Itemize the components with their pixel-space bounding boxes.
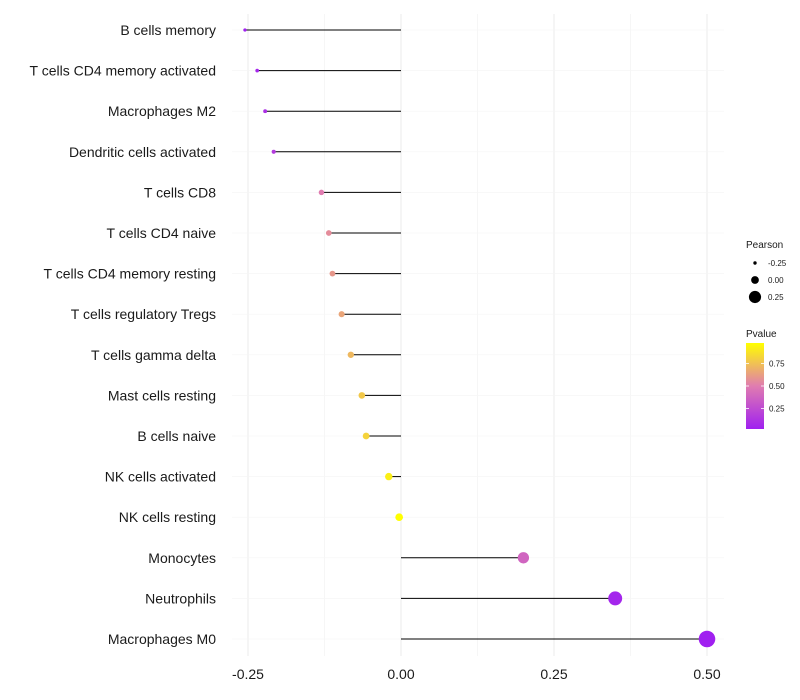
- y-tick-label: Monocytes: [148, 550, 216, 566]
- y-tick-label: T cells CD8: [144, 184, 216, 200]
- y-tick-label: Macrophages M2: [108, 103, 216, 119]
- point-2: [263, 109, 268, 114]
- y-tick-label: T cells CD4 naive: [107, 225, 217, 241]
- legend-colorbar: [746, 343, 764, 429]
- y-tick-label: Dendritic cells activated: [69, 144, 216, 160]
- legend-size-label: 0.25: [768, 293, 784, 302]
- x-tick-label: 0.00: [387, 666, 414, 682]
- point-4: [318, 189, 325, 196]
- point-9: [358, 392, 366, 399]
- point-7: [338, 311, 345, 318]
- legend-size-dot: [753, 261, 757, 265]
- point-14: [608, 591, 623, 606]
- point-10: [362, 432, 370, 440]
- y-tick-label: NK cells activated: [105, 469, 216, 485]
- y-tick-label: T cells regulatory Tregs: [71, 306, 216, 322]
- y-tick-label: T cells CD4 memory resting: [44, 266, 216, 282]
- y-tick-label: B cells memory: [120, 22, 216, 38]
- y-tick-label: T cells gamma delta: [91, 347, 216, 363]
- point-12: [395, 513, 404, 522]
- y-tick-label: NK cells resting: [119, 509, 216, 525]
- x-tick-label: 0.25: [540, 666, 567, 682]
- legend-color-title: Pvalue: [746, 329, 777, 340]
- point-11: [385, 472, 393, 481]
- y-tick-label: Neutrophils: [145, 590, 216, 606]
- legend-size-title: Pearson: [746, 240, 783, 251]
- point-8: [347, 351, 354, 358]
- point-3: [271, 149, 276, 154]
- legend-color-label: 0.25: [769, 404, 785, 413]
- y-tick-label: T cells CD4 memory activated: [30, 63, 216, 79]
- point-6: [329, 270, 336, 277]
- point-5: [325, 230, 332, 236]
- x-tick-label: 0.50: [693, 666, 720, 682]
- legend-size-label: 0.00: [768, 276, 784, 285]
- point-13: [517, 552, 530, 564]
- y-tick-label: B cells naive: [137, 428, 216, 444]
- legend-size-dot: [751, 276, 759, 284]
- y-tick-label: Macrophages M0: [108, 631, 216, 647]
- legend-size-dot: [748, 290, 762, 304]
- x-tick-label: -0.25: [232, 666, 264, 682]
- point-1: [255, 68, 259, 73]
- legend-color-label: 0.50: [769, 382, 785, 391]
- y-tick-label: Mast cells resting: [108, 387, 216, 403]
- point-15: [698, 630, 716, 648]
- legend-size-label: -0.25: [768, 259, 787, 268]
- legend-color-label: 0.75: [769, 360, 785, 369]
- point-0: [243, 28, 247, 32]
